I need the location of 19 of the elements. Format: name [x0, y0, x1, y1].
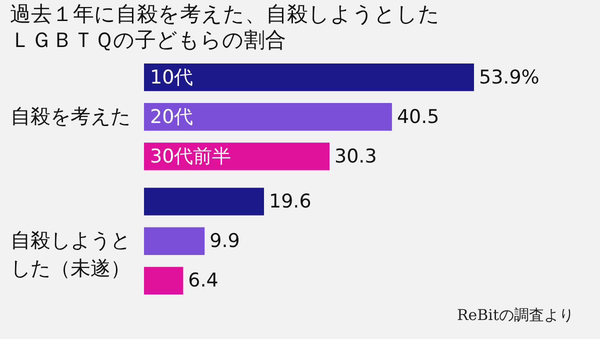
data-label: 53.9% — [479, 66, 540, 88]
chart-title: 過去１年に自殺を考えた、自殺しようとしたＬＧＢＴＱの子どもらの割合 — [10, 2, 440, 52]
data-label: 40.5 — [396, 106, 440, 128]
bar — [144, 227, 205, 255]
data-label: 19.6 — [269, 190, 312, 213]
data-label: 9.9 — [210, 230, 240, 252]
bar — [144, 266, 184, 295]
y-tick-label: 自殺しようとした（未遂） — [10, 228, 130, 280]
bar — [144, 103, 392, 131]
bar — [144, 188, 264, 216]
data-label: 6.4 — [188, 270, 218, 292]
series-label: 10代 — [150, 66, 194, 88]
bar — [144, 142, 330, 170]
annotation: ReBitの調査より — [456, 306, 574, 325]
series-label: 30代前半 — [150, 145, 232, 168]
series-label: 20代 — [150, 106, 194, 128]
bar — [144, 63, 474, 92]
data-label: 30.3 — [334, 145, 377, 168]
y-tick-label: 自殺を考えた — [10, 104, 130, 128]
